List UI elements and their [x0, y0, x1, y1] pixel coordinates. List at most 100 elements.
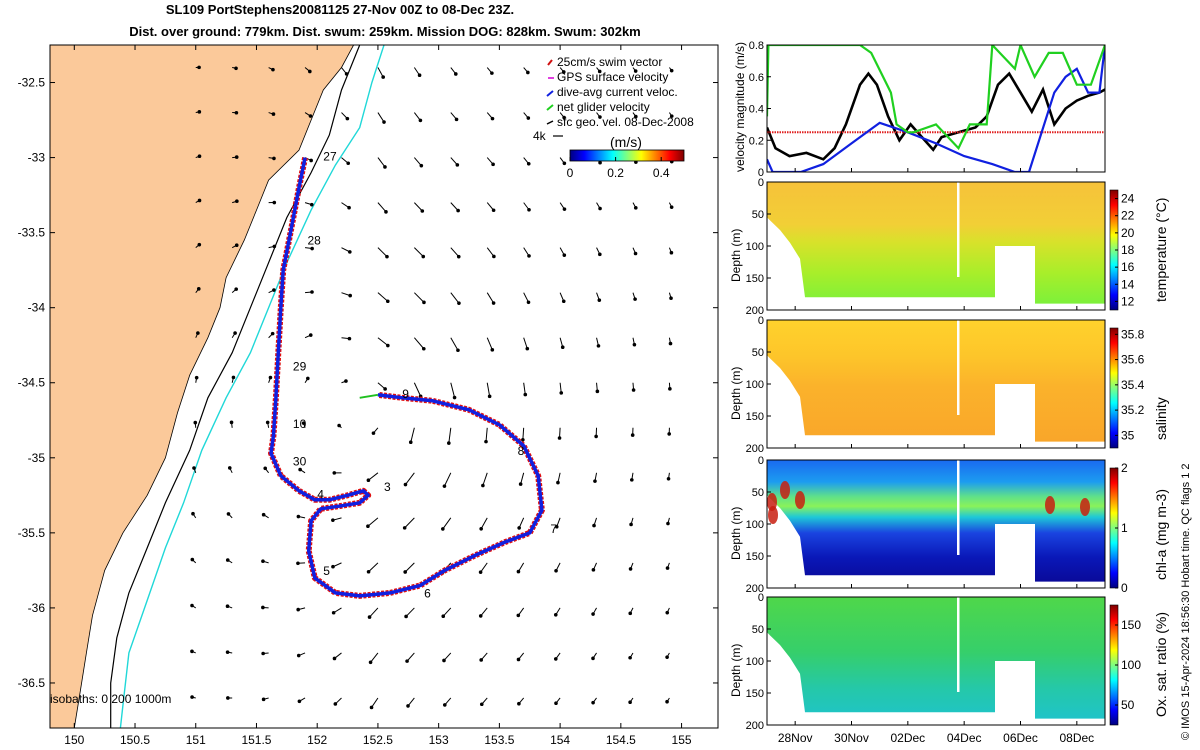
velocity-vector-head: [592, 523, 596, 528]
velocity-vector: [377, 292, 389, 302]
velocity-vector-head: [331, 610, 336, 615]
velocity-vector-head: [234, 66, 238, 71]
velocity-vector: [414, 202, 423, 212]
velocity-vector-head: [525, 346, 530, 351]
map-x-tick-label: 153: [429, 733, 449, 747]
velocity-vector-head: [417, 73, 422, 78]
depth-tick-label: 100: [746, 379, 764, 391]
velocity-vector-head: [422, 300, 426, 305]
velocity-vector-head: [197, 65, 201, 70]
date-tick-label: 08Dec: [1059, 731, 1094, 745]
velocity-vector-head: [272, 244, 277, 249]
velocity-vector-head: [597, 298, 602, 302]
velocity-vector-head: [337, 423, 341, 428]
speed-colorbar: (m/s) 0 0.2 0.4: [567, 134, 685, 180]
velocity-vector-head: [553, 612, 558, 617]
velocity-vector-head: [479, 658, 483, 662]
velocity-vector-head: [386, 343, 390, 348]
day-label: 28: [307, 234, 321, 248]
day-label: 29: [293, 360, 307, 374]
velocity-vector-head: [382, 120, 386, 124]
legend-item-gps: GPS surface velocity: [548, 70, 668, 84]
velocity-vector-head: [261, 605, 265, 610]
velocity-vector-head: [633, 69, 638, 73]
velocity-vector: [443, 472, 452, 487]
velocity-vector-head: [668, 341, 673, 346]
velocity-vector-head: [633, 251, 638, 256]
heatmap-panel-chl: 0 50 100 150 200 Depth (m) 0 1 2 chl-a (mg m-3): [729, 455, 1169, 595]
heatmap-panel-temperature: 0 50 100 150 200 Depth (m) 12 14 16 18 20 22 24 tempe…: [729, 177, 1169, 317]
day-label: 30: [293, 454, 307, 468]
velocity-vector-head: [408, 440, 413, 445]
colorbar-tick-label: 35.8: [1121, 327, 1145, 341]
velocity-vector-head: [526, 300, 531, 305]
velocity-vector: [368, 472, 379, 481]
velocity-vector-head: [557, 436, 562, 440]
velocity-vector-head: [381, 75, 385, 79]
date-tick-label: 02Dec: [890, 731, 925, 745]
velocity-vector: [520, 472, 525, 485]
velocity-vector-head: [296, 653, 301, 658]
velocity-vector-head: [347, 205, 351, 210]
day-label: 27: [323, 150, 337, 164]
velocity-vector: [413, 382, 422, 397]
day-label: 9: [402, 387, 409, 401]
map-x-tick-label: 153.5: [484, 733, 514, 747]
velocity-vector-head: [225, 604, 230, 608]
velocity-vector-head: [526, 162, 531, 166]
isobath-200m-line: [110, 45, 361, 728]
velocity-vector-head: [452, 395, 457, 400]
velocity-vector: [405, 472, 415, 485]
date-tick-label: 06Dec: [1003, 731, 1038, 745]
map-x-tick-label: 151: [186, 733, 206, 747]
velocity-vector-head: [229, 420, 234, 425]
colorbar-tick-label: 14: [1121, 277, 1135, 291]
velocity-vector-head: [492, 254, 496, 259]
velocity-vector-head: [491, 301, 496, 305]
velocity-vector-head: [441, 527, 445, 531]
velocity-vector-head: [554, 568, 558, 573]
velocity-vector-head: [634, 114, 638, 119]
velocity-vector: [410, 427, 415, 443]
velocity-vector-head: [669, 68, 674, 73]
heatmap-data-gap: [957, 597, 960, 692]
velocity-vector: [486, 247, 495, 257]
day-labels: 27 28 29 10 30 3 4 5 6 7 8 9: [293, 150, 557, 601]
velocity-vector-head: [665, 566, 670, 570]
date-tick-label: 04Dec: [947, 731, 982, 745]
velocity-vector-head: [403, 570, 407, 574]
velocity-vector-head: [368, 660, 373, 665]
track-end-arrow: [359, 393, 379, 399]
velocity-vector-head: [225, 558, 230, 562]
velocity-vector-head: [669, 114, 674, 118]
colorbar-title: (m/s): [610, 134, 642, 150]
day-label: 10: [293, 417, 307, 431]
day-label: 4: [317, 487, 324, 501]
heatmap-data-gap: [957, 182, 960, 277]
velocity-vector-head: [562, 207, 567, 211]
velocity-vector-head: [193, 420, 198, 425]
velocity-vector: [486, 382, 491, 397]
colorbar-tick-label: 35.6: [1121, 353, 1145, 367]
day-label: 8: [518, 444, 525, 458]
velocity-vector-head: [593, 479, 597, 483]
chl-maximum-patch: [1045, 496, 1055, 514]
velocity-vector-head: [344, 379, 348, 383]
map-x-tick-label: 154: [550, 733, 570, 747]
velocity-vector-head: [348, 250, 352, 254]
velocity-vector-head: [629, 522, 633, 527]
velocity-vector-head: [591, 612, 595, 616]
velocity-vector-head: [666, 476, 671, 481]
map-y-tick-label: -35.5: [18, 526, 46, 540]
velocity-vector-head: [598, 160, 602, 165]
colorbar-tick-label: 100: [1121, 658, 1141, 672]
velocity-series-line: [767, 45, 1105, 172]
velocity-vector: [405, 607, 415, 617]
velocity-vector-head: [309, 158, 313, 163]
velocity-vector: [370, 652, 379, 663]
velocity-vector-head: [628, 567, 633, 571]
credit-line: © IMOS 15-Apr-2024 18:56:30 Hobart time.…: [1180, 463, 1192, 740]
velocity-vector-head: [630, 478, 634, 482]
velocity-vector-head: [367, 615, 372, 619]
velocity-vector: [486, 292, 495, 304]
